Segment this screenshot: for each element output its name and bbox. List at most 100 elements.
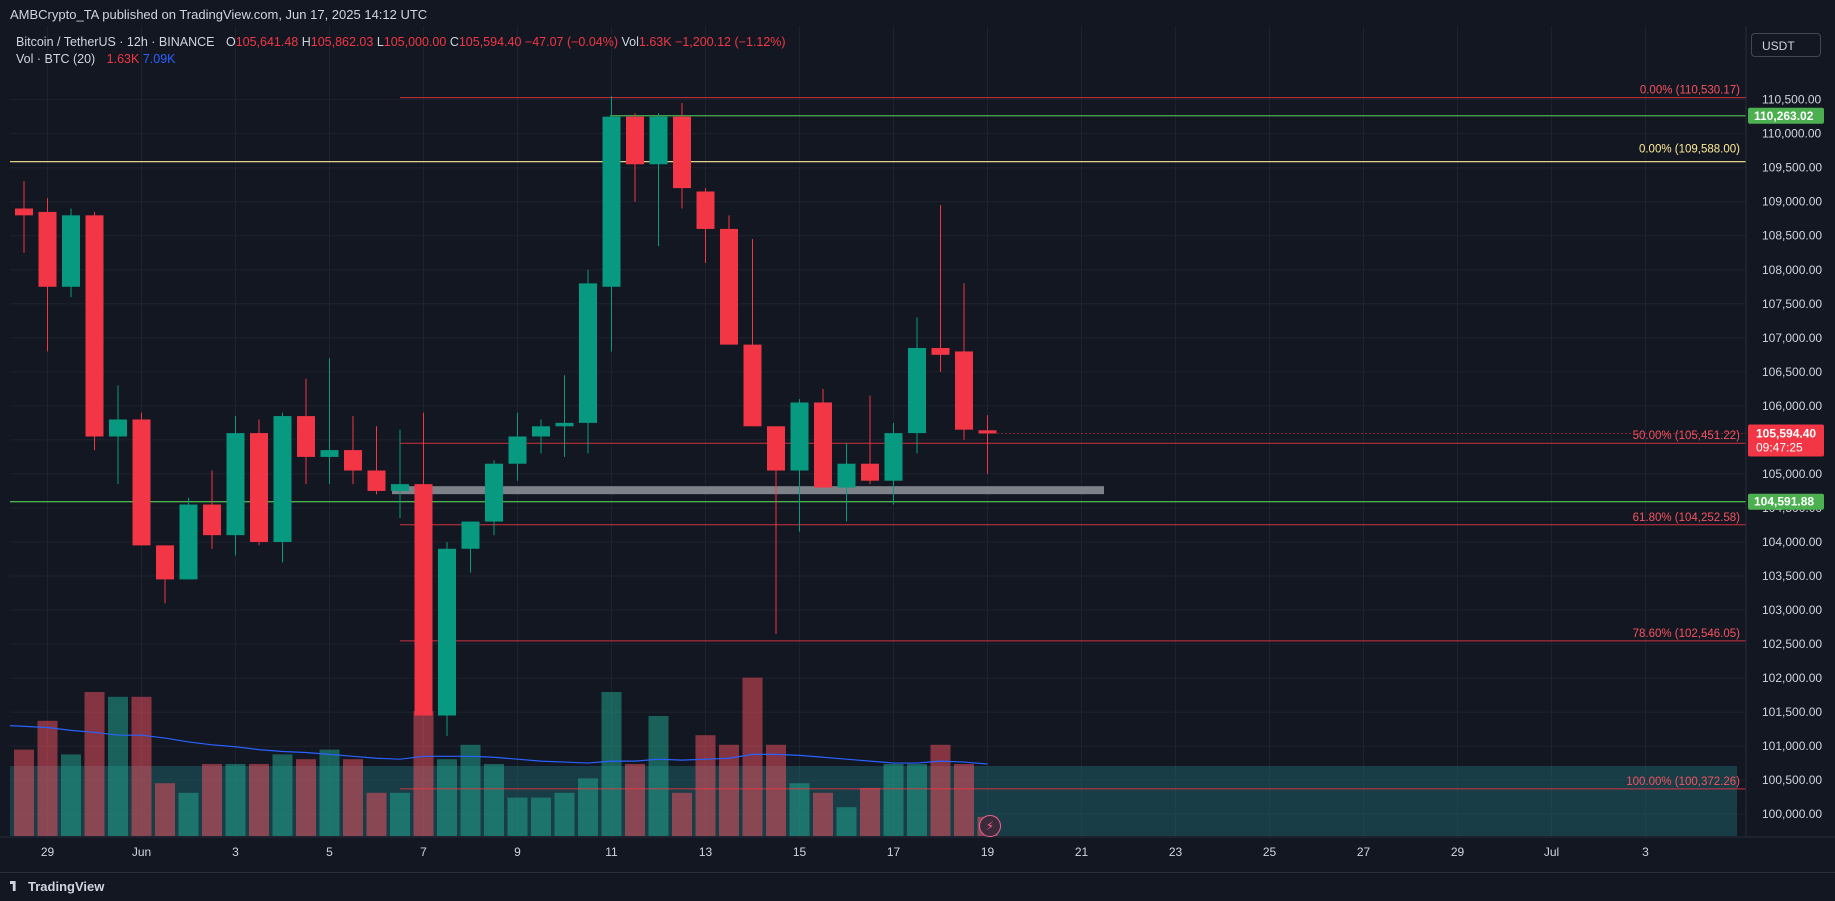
price-chart[interactable]: 0.00% (109,588.00) 0.00% (110,530.17) 50.0… [0,26,1835,872]
green-price-tag [1748,493,1824,510]
volume-bar [225,764,246,836]
time-tick-label: 15 [793,845,807,859]
price-tick-label: 107,500.00 [1762,297,1822,311]
price-tick-label: 105,000.00 [1762,467,1822,481]
candle-body[interactable] [743,344,762,427]
candle-body[interactable] [602,116,621,287]
candle-body[interactable] [156,545,174,580]
candle-body[interactable] [532,426,550,437]
candle-body[interactable] [414,484,433,716]
candle-body[interactable] [344,450,362,471]
volume-bar [719,744,739,836]
ohlc-close-label: C [449,35,459,49]
volume-bar [131,696,152,836]
candle-body[interactable] [908,348,926,434]
price-tick-label: 101,000.00 [1762,739,1822,753]
price-tick-label: 108,500.00 [1762,229,1822,243]
volume-bar [390,792,410,836]
time-tick-label: 3 [1642,845,1649,859]
vol-value: 1.63K [638,35,672,49]
candle-body[interactable] [320,450,339,457]
volume-bar [907,764,927,836]
volume-bar [14,749,34,836]
candle-body[interactable] [367,470,386,491]
time-axis[interactable] [0,837,1835,872]
candle-body[interactable] [837,463,856,488]
candle-body[interactable] [62,215,80,287]
candle-body[interactable] [649,116,668,165]
time-tick-label: 23 [1169,845,1183,859]
candle-body[interactable] [978,430,997,434]
candle-body[interactable] [955,351,973,430]
candle-body[interactable] [438,548,456,716]
fib-level-label: 61.80% (104,252.58) [1633,512,1741,524]
current-price-tag [1748,424,1824,457]
yellow-level-label: 0.00% (109,588.00) [1639,144,1740,156]
current-price-label: 105,594.40 [1756,426,1816,440]
support-zone [392,486,1104,495]
ohlc-low: 105,000.00 [383,35,447,49]
candle-body[interactable] [720,228,738,345]
candle-body[interactable] [15,208,33,216]
volume-bar [272,754,293,836]
candle-body[interactable] [814,402,832,488]
candle-body[interactable] [132,419,151,546]
price-tick-label: 103,500.00 [1762,569,1822,583]
candle-body[interactable] [109,419,127,437]
candle-body[interactable] [790,402,809,471]
candle-body[interactable] [931,348,950,355]
candle-body[interactable] [391,484,409,491]
candle-body[interactable] [250,433,268,542]
volume-bar [883,764,904,836]
vol-label: Vol [621,35,639,49]
currency-button[interactable]: USDT [1751,33,1821,57]
ohlc-high: 105,862.03 [310,35,374,49]
candle-body[interactable] [273,416,292,542]
candle-body[interactable] [38,211,57,287]
candle-body[interactable] [179,504,198,580]
price-tick-label: 106,500.00 [1762,365,1822,379]
volume-bar [249,764,269,836]
volume-bar [366,792,387,836]
lightning-icon[interactable]: ⚡ [979,815,1001,837]
candle-body[interactable] [203,504,221,536]
time-tick-label: 7 [420,845,427,859]
candle-body[interactable] [85,215,104,437]
volume-bar [625,764,645,836]
symbol-title[interactable]: Bitcoin / TetherUS · 12h · BINANCE [16,35,215,49]
fib-level-label: 78.60% (102,546.05) [1633,628,1741,640]
fib-level-label: 0.00% (110,530.17) [1640,85,1740,97]
candle-body[interactable] [461,521,480,549]
candle-body[interactable] [626,116,644,165]
price-tick-label: 109,000.00 [1762,195,1822,209]
candle-body[interactable] [555,422,574,427]
volume-bar [742,677,763,836]
candle-body[interactable] [696,191,715,229]
candle-body[interactable] [767,426,785,471]
candle-body[interactable] [485,463,503,522]
candle-body[interactable] [579,283,597,423]
volume-ma-line [9,725,988,765]
volume-indicator-value: 1.63K [106,52,140,66]
volume-bar [61,754,81,836]
volume-bar [578,778,598,836]
ohlc-low-label: L [376,35,384,49]
publish-info: AMBCrypto_TA published on TradingView.co… [10,7,428,22]
price-tick-label: 110,500.00 [1762,93,1821,107]
time-tick-label: 17 [887,845,901,859]
volume-bar [954,764,974,836]
volume-bar [37,720,58,836]
candle-body[interactable] [673,116,691,189]
fib-level-label: 50.00% (105,451.22) [1633,430,1741,442]
candle-body[interactable] [861,463,879,481]
candle-body[interactable] [226,433,245,536]
candle-body[interactable] [297,416,315,457]
publish-header: AMBCrypto_TA published on TradingView.co… [0,0,1835,27]
volume-indicator-title[interactable]: Vol · BTC (20) [16,52,96,66]
volume-bar [178,792,199,836]
candle-body[interactable] [508,436,527,464]
footer: TradingView [0,872,1835,901]
volume-bar [155,783,175,836]
volume-bar [296,759,316,836]
candle-body[interactable] [884,433,903,481]
